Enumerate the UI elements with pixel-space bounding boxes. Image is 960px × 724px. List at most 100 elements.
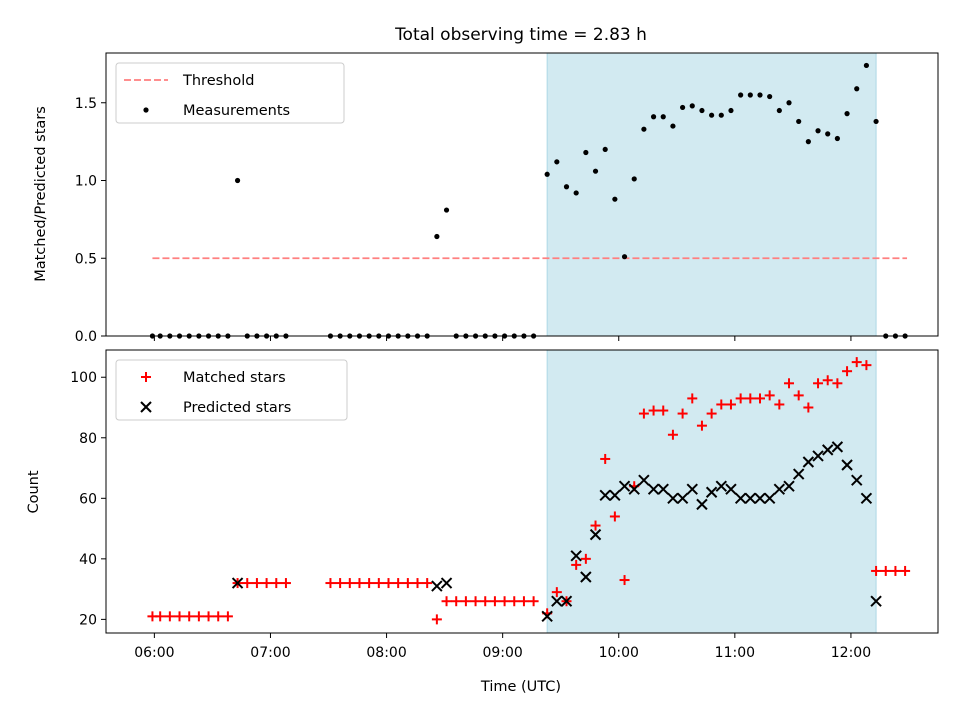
predicted-star-point [802,456,815,468]
matched-star-point [402,578,413,589]
measurement-point [699,107,705,114]
x-tick-label: 09:00 [482,645,522,661]
matched-star-point [677,408,688,419]
chart-title: Total observing time = 2.83 h [394,25,647,45]
measurement-point [660,114,666,120]
bottom-legend-box [115,359,348,421]
predicted-star-point [647,483,660,495]
predicted-star-point [686,483,698,495]
matched-star-point [861,360,872,371]
predicted-star-point [440,577,453,589]
matched-star-point [480,596,491,607]
matched-star-point [441,596,452,607]
predicted-star-point [822,444,834,456]
measurement-point [563,184,570,190]
top-panel: Total observing time = 2.83 h Matched/Pr… [33,25,939,345]
legend-label: Threshold [182,73,254,89]
matched-star-point [813,378,824,389]
predicted-star-point [860,492,873,505]
measurement-point [767,93,773,100]
bottom-series-marks [147,357,911,625]
legend-measurements-swatch [143,107,149,113]
measurement-point [709,112,715,118]
matched-star-point [832,378,843,389]
predicted-star-point [676,492,689,505]
measurement-point [718,112,724,118]
matched-star-point [184,611,195,622]
measurement-point [805,139,811,145]
x-tick-label: 12:00 [831,645,871,661]
top-y-tick-label: 1.5 [75,96,97,112]
matched-star-point [489,596,500,607]
bottom-panel: Count Time (UTC) 06:00 07:00 08:00 09:00 10:… [26,349,939,695]
legend-predicted-swatch [140,401,152,413]
bottom-y-tick-label: 40 [79,552,97,568]
matched-star-point [354,578,365,589]
x-axis-label: Time (UTC) [480,679,561,695]
measurement-point [776,107,782,114]
x-tick-label: 06:00 [134,645,174,661]
matched-star-point [648,405,659,416]
matched-star-point [499,596,510,607]
matched-star-point [271,578,282,589]
measurement-point [844,111,850,117]
measurement-point [592,168,599,174]
predicted-star-point [696,498,708,511]
predicted-star-point [705,486,718,498]
predicted-star-point [725,483,737,495]
legend-matched-swatch [141,372,151,382]
predicted-star-point [657,483,669,495]
measurement-point [873,118,879,125]
predicted-star-point [231,577,244,589]
predicted-star-point [754,492,766,505]
predicted-star-point [715,480,728,492]
measurement-point [863,62,870,69]
predicted-star-point [870,595,882,607]
matched-star-point [842,366,853,377]
measurement-point [796,118,802,125]
predicted-star-point [763,492,776,505]
bottom-axes-frame [105,349,939,634]
x-tick-label: 08:00 [366,645,406,661]
matched-star-point [745,393,756,404]
bottom-y-tick-label: 80 [79,431,97,447]
bottom-axis-ticks: 06:00 07:00 08:00 09:00 10:00 11:00 12:00 20 40 6… [70,370,871,661]
matched-star-point [580,553,591,564]
matched-star-point [451,596,462,607]
matched-star-point [590,520,601,531]
measurement-point [443,207,450,213]
top-series-marks [149,62,908,339]
predicted-star-point [667,492,679,505]
matched-star-point [803,402,814,413]
predicted-star-point [851,474,863,486]
matched-star-point [706,408,717,419]
top-y-tick-label: 1.0 [75,174,97,190]
measurement-point [738,92,744,98]
top-shade-rect [546,52,877,337]
matched-star-point [203,611,214,622]
predicted-star-point [551,595,563,607]
matched-star-point [383,578,394,589]
measurement-point [641,126,647,132]
x-tick-label: 10:00 [599,645,639,661]
matched-star-point [900,565,911,576]
top-shaded-span [546,52,877,337]
measurement-point [825,131,831,137]
matched-star-point [344,578,355,589]
matched-star-point [725,399,736,410]
matched-star-point [393,578,404,589]
matched-star-point [638,408,649,419]
predicted-star-point [609,489,621,501]
matched-star-point [667,429,678,440]
predicted-star-point [628,483,640,495]
top-y-tick-label: 0.5 [75,251,97,267]
matched-star-point [261,578,272,589]
matched-star-point [335,578,346,589]
matched-star-point [164,611,175,622]
measurement-point [573,190,579,196]
bottom-y-tick-label: 60 [79,491,97,507]
matched-star-point [460,596,471,607]
matched-star-point [251,578,262,589]
matched-star-point [431,614,442,625]
